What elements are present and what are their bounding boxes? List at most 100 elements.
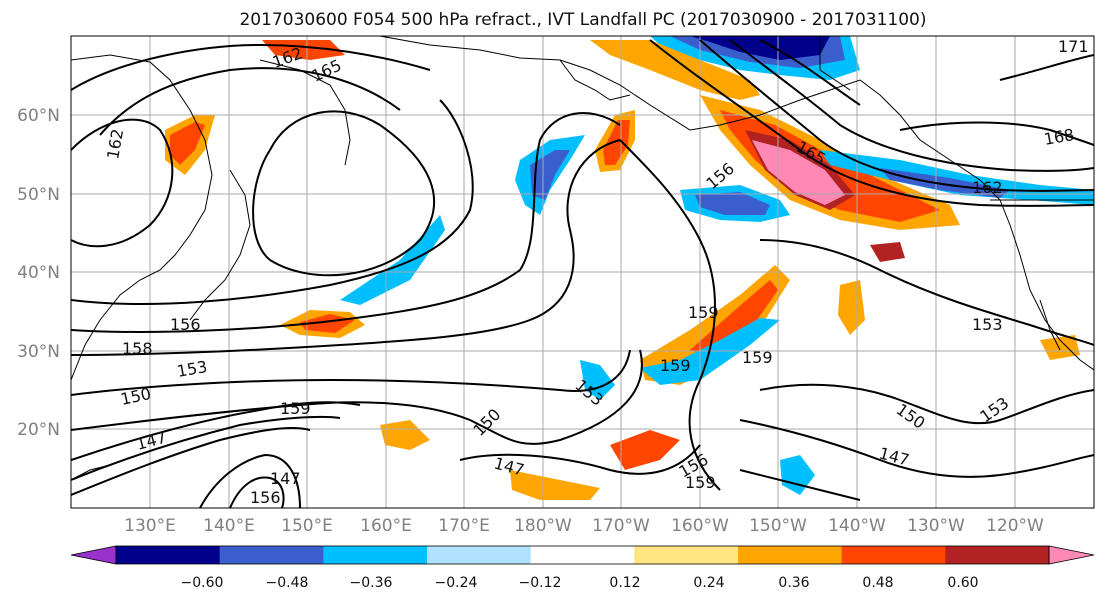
contour-150-south xyxy=(71,349,643,445)
contour-162-jet xyxy=(699,39,1094,192)
colorbar-tick-label: 0.48 xyxy=(862,575,893,591)
shade-positive-aleutian-core xyxy=(603,120,630,165)
shade-positive-east-40n xyxy=(870,242,905,262)
contour-147-mid-south xyxy=(459,444,701,475)
colorbar-segment xyxy=(530,546,635,564)
coast-alaska-west xyxy=(559,59,631,101)
contour-153-mid xyxy=(71,139,621,356)
colorbar-segment xyxy=(841,546,946,564)
colorbar-segment xyxy=(427,546,532,564)
contour-156-mid xyxy=(71,112,621,333)
lon-label: 120°W xyxy=(986,516,1044,536)
colorbar-segment xyxy=(116,546,221,564)
contour-153-east xyxy=(759,239,1094,346)
contour-label: 159 xyxy=(685,473,716,492)
contour-171-east xyxy=(999,54,1094,81)
contour-label: 147 xyxy=(270,469,301,488)
contour-label: 171 xyxy=(1058,37,1089,56)
contour-144-east xyxy=(739,469,861,501)
shade-positive-sw xyxy=(380,420,430,450)
shade-positive-gulf-band xyxy=(590,40,760,100)
colorbar-tick-label: −0.60 xyxy=(181,575,224,591)
contour-144-lower xyxy=(71,427,311,496)
longitude-axis: 130°E 140°E 150°E 160°E 170°E 180°W 170°… xyxy=(124,516,1044,536)
contour-147-east xyxy=(739,419,1094,478)
contour-trough-axis xyxy=(619,139,721,491)
contour-label: 156 xyxy=(250,488,281,507)
contour-label: 159 xyxy=(280,399,311,418)
contour-ridge-loop xyxy=(252,110,436,277)
latitude-axis: 60°N 50°N 40°N 30°N 20°N xyxy=(17,106,60,440)
colorbar-extend-low xyxy=(70,545,117,565)
lon-label: 150°E xyxy=(281,516,333,536)
colorbar-segment xyxy=(945,546,1050,564)
lon-label: 170°E xyxy=(438,516,490,536)
contour-150-mid xyxy=(71,349,631,396)
contour-147-bottom-loop xyxy=(199,453,301,508)
contour-162-west-loop xyxy=(71,118,174,248)
colorbar-tick-label: 0.12 xyxy=(609,575,640,591)
contour-165-north xyxy=(71,43,431,91)
contour-168-east xyxy=(899,121,1094,146)
coast-japan xyxy=(189,169,251,321)
lat-label: 30°N xyxy=(17,342,60,362)
shade-positive-south-20n xyxy=(610,430,680,470)
shade-negative-south-east xyxy=(780,455,815,495)
shade-positive-east-30n xyxy=(838,280,865,335)
lon-label: 180°W xyxy=(514,516,572,536)
lon-label: 150°W xyxy=(749,516,807,536)
lon-label: 140°E xyxy=(203,516,255,536)
lon-label: 140°W xyxy=(828,516,886,536)
colorbar-tick-label: −0.12 xyxy=(519,575,562,591)
shade-positive-japan-north-core xyxy=(170,122,205,165)
contour-label: 158 xyxy=(122,339,153,358)
contour-label: 159 xyxy=(742,348,773,367)
shade-positive-baja xyxy=(1040,335,1080,360)
map-frame xyxy=(70,35,1095,509)
lon-label: 170°W xyxy=(592,516,650,536)
coast-north-america xyxy=(689,79,1094,371)
shade-positive-jet-core xyxy=(752,140,845,205)
colorbar-tick-label: 0.36 xyxy=(778,575,809,591)
coast-east-asia xyxy=(71,54,213,381)
contour-label: 156 xyxy=(170,315,201,334)
colorbar-extend-high xyxy=(1048,545,1095,565)
shade-positive-south-bottom xyxy=(510,470,600,500)
contour-label: 159 xyxy=(688,303,719,322)
shade-negative-west-diagonal xyxy=(340,215,445,305)
contour-150-bottom-loop xyxy=(229,476,285,508)
lon-label: 130°W xyxy=(907,516,965,536)
colorbar-segments xyxy=(70,545,1095,565)
lat-label: 60°N xyxy=(17,106,60,126)
contour-159-mid xyxy=(71,99,474,306)
contour-label: 162 xyxy=(972,178,1003,197)
colorbar-tick-label: 0.24 xyxy=(693,575,724,591)
colorbar-segment xyxy=(634,546,739,564)
coast-baja xyxy=(1039,299,1061,351)
contour-159-jet xyxy=(729,39,1094,172)
colorbar-tick-label: −0.36 xyxy=(350,575,393,591)
colorbar-segment xyxy=(323,546,428,564)
colorbar-tick-label: −0.24 xyxy=(435,575,478,591)
colorbar: −0.60 −0.48 −0.36 −0.24 −0.12 0.12 0.24 … xyxy=(70,545,1095,591)
lat-label: 50°N xyxy=(17,185,60,205)
shade-negative-alaska-core xyxy=(690,36,830,60)
lat-label: 20°N xyxy=(17,420,60,440)
contour-label: 159 xyxy=(660,356,691,375)
figure-title: 2017030600 F054 500 hPa refract., IVT La… xyxy=(239,10,926,30)
graticule xyxy=(71,36,1094,508)
shade-positive-west-30n-core xyxy=(300,314,355,333)
shade-negative-subjet-core xyxy=(695,192,770,215)
border-alaska-canada xyxy=(819,36,851,91)
shade-negative-central-tongue-core xyxy=(530,150,570,200)
contour-lines xyxy=(71,39,1094,508)
contour-165-jet xyxy=(649,39,1094,207)
contour-150-east xyxy=(759,383,1094,425)
colorbar-segment xyxy=(219,546,324,564)
lon-label: 130°E xyxy=(124,516,176,536)
contour-147-south xyxy=(71,401,361,461)
contour-label: 153 xyxy=(972,315,1003,334)
contour-147-lower xyxy=(71,415,341,481)
colorbar-outline xyxy=(115,545,1050,565)
